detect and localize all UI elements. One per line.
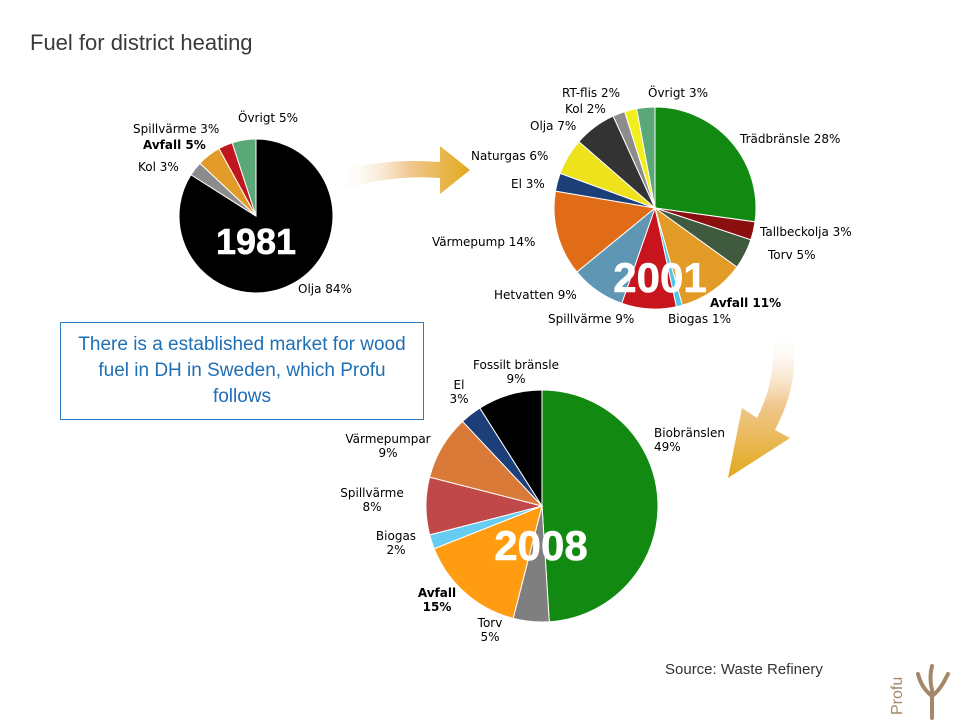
logo-text: Profu	[889, 677, 906, 715]
pie-slice	[654, 106, 757, 223]
pie-slice-label: Kol 3%	[138, 160, 179, 174]
pie-slice-label: Spillvärme 3%	[133, 122, 219, 136]
pie-1981: Olja 84% Kol 3% Avfall 5% Spillvärme 3% Övri…	[133, 109, 352, 296]
pie-slice-label: Torv 5%	[767, 248, 816, 262]
pie-slice-label: Torv 5%	[477, 616, 503, 644]
pie-slice-label: Kol 2%	[565, 102, 606, 116]
pie-slice-label: Spillvärme 8%	[340, 486, 404, 514]
pie-slice	[636, 106, 656, 209]
pie-slice-label: Övrigt 3%	[648, 84, 708, 100]
pie-slice	[178, 138, 334, 294]
slide-title: Fuel for district heating	[30, 30, 253, 55]
pie-slice-label: Värmepump 14%	[432, 235, 535, 249]
pie-slice-label: Tallbeckolja 3%	[759, 225, 852, 239]
pie-slice-label: Biogas 2%	[376, 529, 416, 557]
source-note: Source: Waste Refinery	[665, 661, 823, 678]
pie-slice	[541, 389, 659, 623]
callout-box: There is a established market for wood f…	[60, 322, 424, 420]
pie-slice	[553, 190, 657, 273]
pie-2001: Trädbränsle 28% Tallbeckolja 3% Torv 5% Avf…	[432, 84, 852, 326]
pie-slice	[654, 206, 738, 306]
arrow-1981-to-2001	[335, 146, 470, 194]
pie-slice-label: Biogas 1%	[668, 312, 731, 326]
pie-2008: Biobränslen 49% Torv 5% Avfall 15% Biogas 2% Spi…	[340, 358, 725, 644]
arrow-2001-to-2008	[728, 330, 795, 478]
pie-slice-label: Värmepumpar 9%	[345, 432, 430, 460]
pie-slice	[479, 389, 543, 508]
pie-slice-label: Trädbränsle 28%	[739, 132, 840, 146]
pie-slice	[433, 505, 543, 619]
pie-charts: Olja 84% Kol 3% Avfall 5% Spillvärme 3% Övri…	[133, 84, 852, 644]
pie-slice-label: Avfall 5%	[143, 138, 206, 152]
pie-slice-label: El 3%	[511, 177, 545, 191]
pie-slice-label: Spillvärme 9%	[548, 312, 634, 326]
pie-slice-label: Hetvatten 9%	[494, 288, 577, 302]
pie-slice-label: Fossilt bränsle 9%	[473, 358, 559, 386]
pie-slice-label: Övrigt 5%	[238, 109, 298, 125]
pie-slice-label: Olja 7%	[530, 119, 576, 133]
pie-slice-label: Biobränslen 49%	[654, 426, 725, 454]
pie-slice-label: El 3%	[449, 378, 468, 406]
profu-logo: Profu	[889, 664, 950, 720]
pie-slice-label: Olja 84%	[298, 282, 352, 296]
pie-slice-label: Avfall 11%	[710, 296, 781, 310]
pie-slice-label: RT-flis 2%	[562, 86, 620, 100]
pie-slice	[231, 138, 257, 217]
pie-year-label: 2001	[613, 254, 706, 301]
pie-slice-label: Naturgas 6%	[471, 149, 548, 163]
pie-year-label: 2008	[494, 522, 587, 569]
pie-year-label: 1981	[216, 221, 296, 262]
pie-slice-label: Avfall 15%	[418, 586, 456, 614]
